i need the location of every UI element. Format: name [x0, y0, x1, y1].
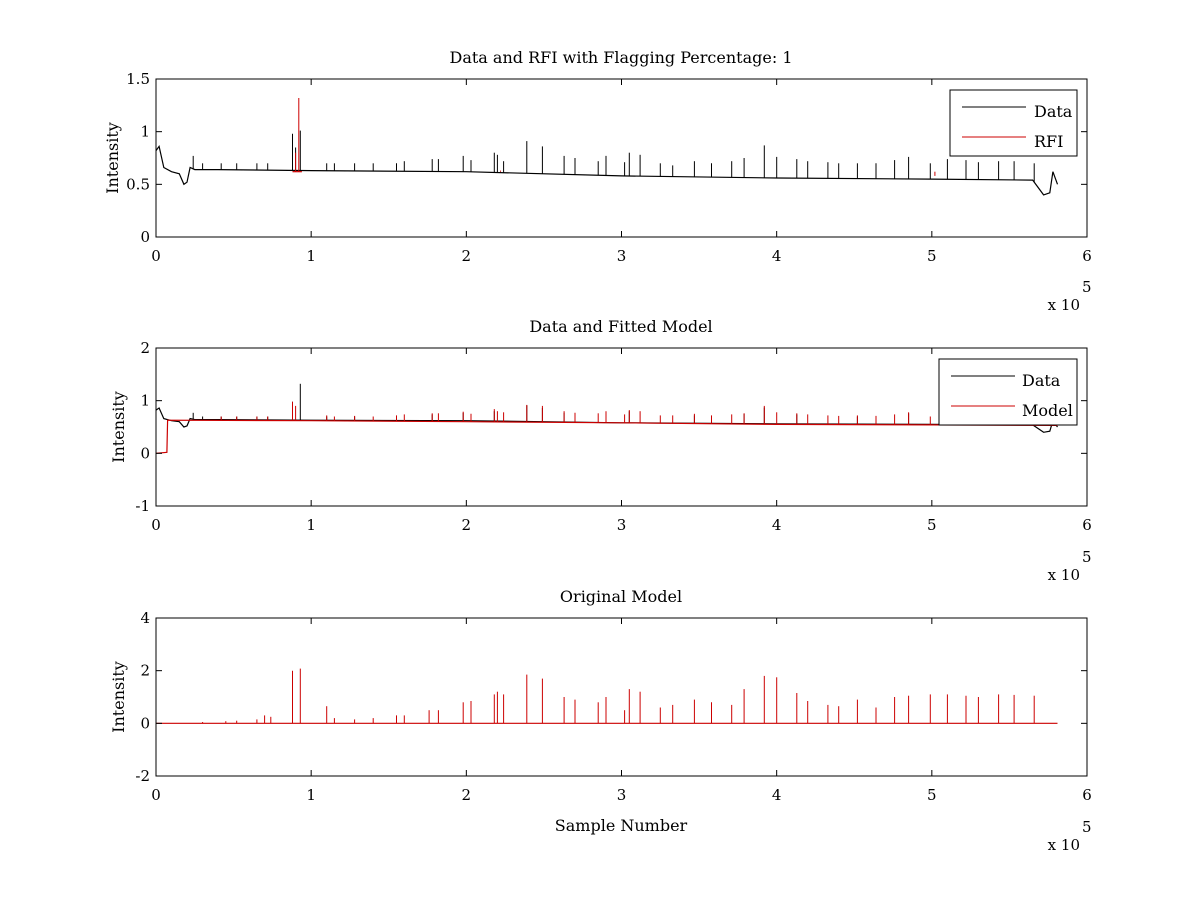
panel-1-ylabel: Intensity [103, 122, 122, 194]
panel-3-plot [156, 668, 1058, 724]
panel-2-legend: Data Model [938, 358, 1078, 426]
panel-1-legend: Data RFI [949, 89, 1078, 157]
panel-3-y-tick-label-3: 2 [140, 662, 150, 680]
panel-1: Data and RFI with Flagging Percentage: 1… [103, 48, 1092, 314]
panel-3-y-tick-label-1: -2 [135, 767, 150, 785]
panel-3-y-tick-label-4: 4 [140, 609, 150, 627]
panel-3-x-tick-label-1: 0 [151, 786, 161, 804]
panel-1-legend-data-label: Data [1034, 102, 1073, 121]
panel-3-title: Original Model [560, 587, 682, 606]
panel-1-series-1-baseline [155, 144, 1059, 196]
panel-1-y-tick-label-2: 0.5 [126, 175, 150, 193]
panel-1-x-tick-label-1: 0 [151, 247, 161, 265]
panel-2-plot [155, 383, 1058, 454]
panel-3-x-tick-label-6: 5 [927, 786, 937, 804]
panel-2-x-tick-label-5: 4 [772, 516, 782, 534]
panel-1-x-tick-label-3: 2 [462, 247, 472, 265]
panel-1-legend-rfi-label: RFI [1034, 132, 1063, 151]
panel-2-y-tick-label-4: 2 [140, 339, 150, 357]
panel-2-x-multiplier: x 10 [1048, 566, 1080, 584]
panel-3-x-tick-label-4: 3 [617, 786, 627, 804]
panel-1-y-tick-label-3: 1 [140, 123, 150, 141]
panel-1-x-multiplier-exponent: 5 [1082, 278, 1092, 296]
panel-2-title: Data and Fitted Model [529, 317, 712, 336]
panel-3-ylabel: Intensity [109, 661, 128, 733]
panel-1-x-tick-label-7: 6 [1082, 247, 1092, 265]
panel-1-x-tick-label-6: 5 [927, 247, 937, 265]
panel-3-x-tick-label-7: 6 [1082, 786, 1092, 804]
panel-1-x-tick-label-5: 4 [772, 247, 782, 265]
panel-3-x-tick-label-3: 2 [462, 786, 472, 804]
panel-1-title: Data and RFI with Flagging Percentage: 1 [449, 48, 792, 67]
panel-3-x-multiplier-exponent: 5 [1082, 818, 1092, 836]
panel-2-legend-box [938, 358, 1078, 426]
panel-2-x-tick-label-6: 5 [927, 516, 937, 534]
panel-2-x-tick-label-1: 0 [151, 516, 161, 534]
panel-2-x-tick-label-2: 1 [306, 516, 316, 534]
panel-1-legend-box [949, 89, 1078, 157]
panel-2-x-tick-label-7: 6 [1082, 516, 1092, 534]
panel-1-plot [155, 98, 1059, 196]
panel-2-x-tick-label-4: 3 [617, 516, 627, 534]
panel-1-y-tick-label-1: 0 [140, 228, 150, 246]
panel-2-y-tick-label-3: 1 [140, 392, 150, 410]
panel-2-legend-model-label: Model [1022, 401, 1073, 420]
panel-2-series-2-baseline [155, 419, 1058, 454]
panel-2: Data and Fitted Model Intensity 0 1 2 3 4 5 6 -… [109, 317, 1092, 584]
panel-2-x-multiplier-exponent: 5 [1082, 548, 1092, 566]
panel-3-x-multiplier: x 10 [1048, 836, 1080, 854]
panel-2-ylabel: Intensity [109, 391, 128, 463]
panel-2-legend-data-label: Data [1022, 371, 1061, 390]
panel-3-y-tick-label-2: 0 [140, 714, 150, 732]
panel-3-x-tick-label-2: 1 [306, 786, 316, 804]
panel-1-x-tick-label-2: 1 [306, 247, 316, 265]
panel-2-x-tick-label-3: 2 [462, 516, 472, 534]
panel-3-xlabel: Sample Number [555, 816, 688, 835]
panel-1-ticks: 0 1 2 3 4 5 6 0 0.5 1 1.5 [126, 70, 1092, 265]
panel-1-x-multiplier: x 10 [1048, 296, 1080, 314]
panel-2-y-tick-label-1: -1 [135, 497, 150, 515]
panel-1-y-tick-label-4: 1.5 [126, 70, 150, 88]
panel-2-y-tick-label-2: 0 [140, 444, 150, 462]
panel-3-x-tick-label-5: 4 [772, 786, 782, 804]
panel-1-x-tick-label-4: 3 [617, 247, 627, 265]
panel-2-series-1-baseline [155, 407, 1058, 433]
